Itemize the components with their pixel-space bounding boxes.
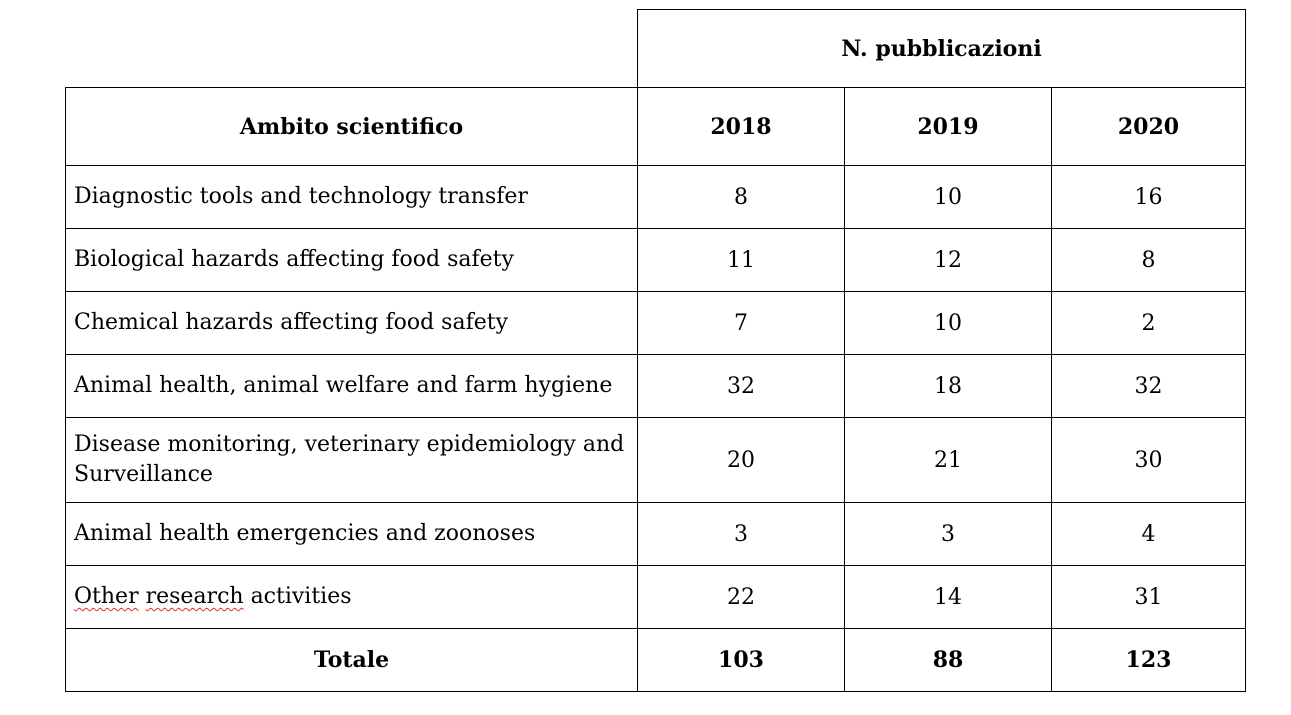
value-cell: 20 — [637, 417, 845, 503]
value-cell: 14 — [844, 565, 1052, 629]
value-cell: 10 — [844, 291, 1052, 355]
value-cell: 2 — [1051, 291, 1246, 355]
total-label-cell: Totale — [65, 628, 638, 692]
value-cell: 3 — [637, 502, 845, 566]
publications-table: N. pubblicazioni Ambito scientifico 2018… — [65, 9, 1246, 692]
value-cell: 7 — [637, 291, 845, 355]
table-total-row: Totale 103 88 123 — [65, 628, 1246, 692]
table-header-row: Ambito scientifico 2018 2019 2020 — [65, 87, 1246, 166]
group-header-cell: N. pubblicazioni — [637, 9, 1246, 88]
row-label-cell: Disease monitoring, veterinary epidemiol… — [65, 417, 638, 503]
value-cell: 3 — [844, 502, 1052, 566]
row-label-cell: Chemical hazards affecting food safety — [65, 291, 638, 355]
row-label-line: Disease monitoring, veterinary epidemiol… — [74, 432, 625, 457]
table-row: Chemical hazards affecting food safety 7… — [65, 291, 1246, 355]
value-cell: 8 — [1051, 228, 1246, 292]
total-value-cell: 103 — [637, 628, 845, 692]
table-row: Biological hazards affecting food safety… — [65, 228, 1246, 292]
spellcheck-word[interactable]: Other — [74, 584, 139, 609]
table-row: Other research activities 22 14 31 — [65, 565, 1246, 629]
table-row: Animal health, animal welfare and farm h… — [65, 354, 1246, 418]
value-cell: 32 — [637, 354, 845, 418]
row-label-cell: Animal health, animal welfare and farm h… — [65, 354, 638, 418]
spellcheck-word[interactable]: research — [145, 584, 244, 609]
year-header-cell: 2018 — [637, 87, 845, 166]
value-cell: 12 — [844, 228, 1052, 292]
value-cell: 11 — [637, 228, 845, 292]
value-cell: 4 — [1051, 502, 1246, 566]
year-header-cell: 2019 — [844, 87, 1052, 166]
year-header-cell: 2020 — [1051, 87, 1246, 166]
value-cell: 18 — [844, 354, 1052, 418]
row-label-line: Surveillance — [74, 462, 213, 487]
value-cell: 30 — [1051, 417, 1246, 503]
row-label-cell: Animal health emergencies and zoonoses — [65, 502, 638, 566]
row-label-cell: Diagnostic tools and technology transfer — [65, 165, 638, 229]
value-cell: 22 — [637, 565, 845, 629]
total-value-cell: 123 — [1051, 628, 1246, 692]
table-row: Diagnostic tools and technology transfer… — [65, 165, 1246, 229]
row-label-cell: Other research activities — [65, 565, 638, 629]
total-value-cell: 88 — [844, 628, 1052, 692]
value-cell: 10 — [844, 165, 1052, 229]
table-group-header-row: N. pubblicazioni — [66, 9, 1246, 88]
row-label-cell: Biological hazards affecting food safety — [65, 228, 638, 292]
table-row: Animal health emergencies and zoonoses 3… — [65, 502, 1246, 566]
table-row: Disease monitoring, veterinary epidemiol… — [65, 417, 1246, 503]
row-label-text: activities — [250, 584, 352, 609]
value-cell: 16 — [1051, 165, 1246, 229]
value-cell: 32 — [1051, 354, 1246, 418]
value-cell: 31 — [1051, 565, 1246, 629]
empty-corner-cell — [66, 10, 638, 88]
value-cell: 8 — [637, 165, 845, 229]
value-cell: 21 — [844, 417, 1052, 503]
row-header-cell: Ambito scientifico — [65, 87, 638, 166]
